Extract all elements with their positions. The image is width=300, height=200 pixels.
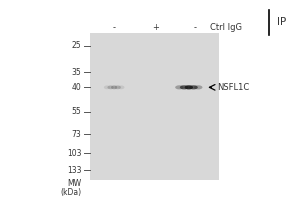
Text: MW
(kDa): MW (kDa) — [60, 179, 81, 197]
Text: 40: 40 — [72, 83, 81, 92]
Ellipse shape — [194, 85, 202, 89]
Text: Ctrl IgG: Ctrl IgG — [210, 23, 242, 32]
Text: -: - — [113, 23, 116, 32]
Text: 35: 35 — [72, 68, 81, 77]
Ellipse shape — [175, 85, 184, 89]
Ellipse shape — [107, 85, 114, 89]
Ellipse shape — [184, 85, 193, 89]
Text: IP: IP — [277, 17, 286, 27]
Text: 133: 133 — [67, 166, 81, 175]
Text: -: - — [193, 23, 196, 32]
Text: +: + — [152, 23, 159, 32]
Text: 25: 25 — [72, 41, 81, 50]
Ellipse shape — [180, 85, 188, 89]
Ellipse shape — [115, 85, 121, 89]
Ellipse shape — [189, 85, 198, 89]
Text: 73: 73 — [72, 130, 81, 139]
Text: 103: 103 — [67, 149, 81, 158]
Ellipse shape — [104, 85, 110, 89]
Text: 55: 55 — [72, 107, 81, 116]
Text: NSFL1C: NSFL1C — [217, 83, 249, 92]
Ellipse shape — [111, 85, 117, 89]
Ellipse shape — [118, 85, 124, 89]
Bar — [90, 33, 219, 180]
